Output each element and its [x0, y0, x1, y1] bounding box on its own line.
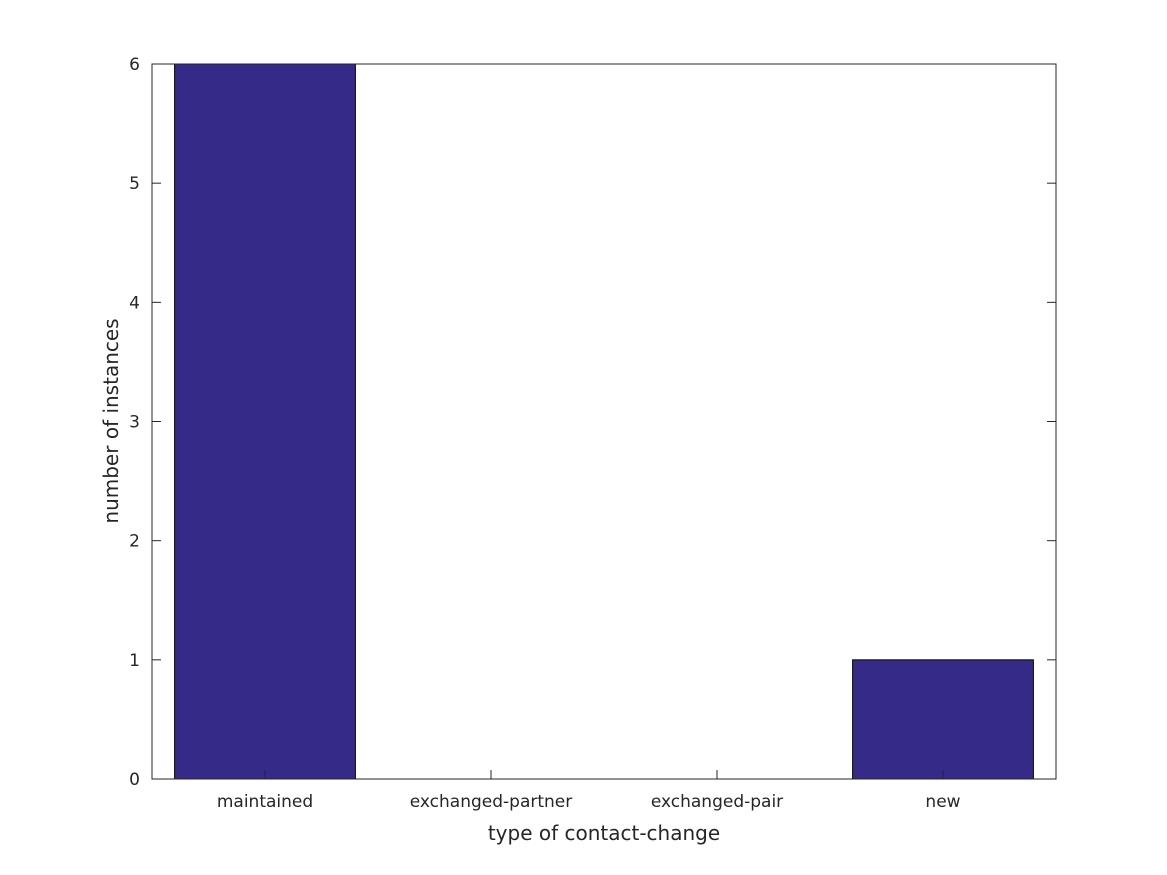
- y-tick-label: 4: [129, 293, 140, 313]
- x-tick-label: exchanged-partner: [410, 792, 573, 812]
- y-tick-label: 1: [129, 651, 140, 671]
- y-tick-label: 5: [129, 174, 140, 194]
- x-axis-label: type of contact-change: [488, 821, 720, 845]
- x-tick-label: exchanged-pair: [651, 792, 783, 812]
- y-tick-label: 6: [129, 55, 140, 75]
- ticks: maintained exchanged-partner exchanged-pai…: [129, 55, 1056, 812]
- y-tick-label: 0: [129, 770, 140, 790]
- bar-maintained: [174, 63, 356, 780]
- x-tick-label: maintained: [217, 792, 313, 812]
- x-tick-label: new: [925, 792, 960, 812]
- y-tick-label: 2: [129, 532, 140, 552]
- bar-new: [852, 659, 1034, 780]
- y-axis-label: number of instances: [99, 318, 123, 523]
- bars: [174, 63, 1034, 780]
- y-tick-label: 3: [129, 413, 140, 433]
